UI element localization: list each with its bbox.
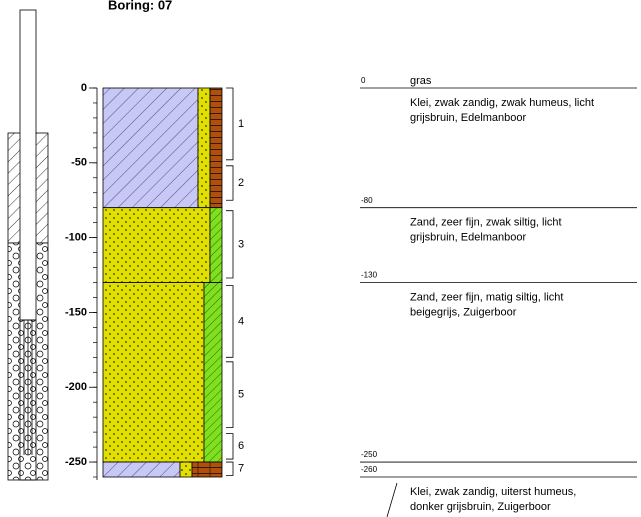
sample-bracket bbox=[226, 434, 233, 459]
soil-layer bbox=[180, 462, 192, 477]
interval-description: grijsbruin, Edelmanboor bbox=[410, 112, 527, 124]
sample-label: 5 bbox=[238, 389, 244, 401]
interval-description: Zand, zeer fijn, zwak siltig, licht bbox=[410, 217, 562, 229]
sample-bracket bbox=[226, 462, 233, 475]
depth-tick-label: -250 bbox=[65, 456, 87, 468]
leader-line bbox=[387, 483, 397, 517]
sample-label: 7 bbox=[238, 463, 244, 475]
sample-bracket bbox=[226, 285, 233, 357]
sample-bracket bbox=[226, 88, 233, 160]
interval-depth: -260 bbox=[361, 465, 378, 474]
soil-layer bbox=[192, 462, 222, 477]
interval-description: Klei, zwak zandig, zwak humeus, licht bbox=[410, 97, 594, 109]
soil-layer bbox=[103, 283, 204, 463]
interval-description: grijsbruin, Edelmanboor bbox=[410, 232, 527, 244]
sample-label: 3 bbox=[238, 238, 244, 250]
sample-label: 1 bbox=[238, 118, 244, 130]
soil-layer bbox=[103, 208, 210, 283]
depth-tick-label: 0 bbox=[81, 82, 87, 94]
interval-depth: -130 bbox=[361, 271, 378, 280]
sample-label: 4 bbox=[238, 315, 244, 327]
soil-layer bbox=[103, 462, 180, 477]
soil-layer bbox=[204, 283, 222, 463]
well-diagram bbox=[8, 10, 48, 480]
soil-layer bbox=[198, 88, 210, 208]
sample-label: 6 bbox=[238, 440, 244, 452]
sample-label: 2 bbox=[238, 177, 244, 189]
interval-depth: 0 bbox=[361, 76, 366, 85]
interval-description: Klei, zwak zandig, uiterst humeus, bbox=[410, 486, 576, 498]
sample-bracket bbox=[226, 362, 233, 428]
interval-description: donker grijsbruin, Zuigerboor bbox=[410, 501, 551, 513]
depth-tick-label: -150 bbox=[65, 306, 87, 318]
sample-bracket bbox=[226, 211, 233, 278]
interval-note: gras bbox=[410, 75, 432, 87]
log-content: 0 -50 -100 -150 -200 -250 1 2 3 4 5 6 7 0 gras Klei, zw… bbox=[65, 75, 637, 513]
interval-description: Zand, zeer fijn, matig siltig, licht bbox=[410, 291, 563, 303]
soil-layer bbox=[210, 208, 222, 283]
depth-tick-label: -100 bbox=[65, 232, 87, 244]
interval-description: beigegrijs, Zuigerboor bbox=[410, 306, 517, 318]
soil-layer bbox=[210, 88, 222, 208]
interval-depth: -250 bbox=[361, 450, 378, 459]
depth-tick-label: -200 bbox=[65, 381, 87, 393]
soil-layer bbox=[103, 88, 198, 208]
sample-bracket bbox=[226, 166, 233, 200]
interval-depth: -80 bbox=[361, 196, 373, 205]
title: Boring: 07 bbox=[108, 0, 172, 12]
depth-tick-label: -50 bbox=[71, 157, 87, 169]
boring-log: Boring: 07 0 -50 -100 -150 -200 -250 1 2 3 4 5 6 7 0 g… bbox=[0, 0, 641, 517]
